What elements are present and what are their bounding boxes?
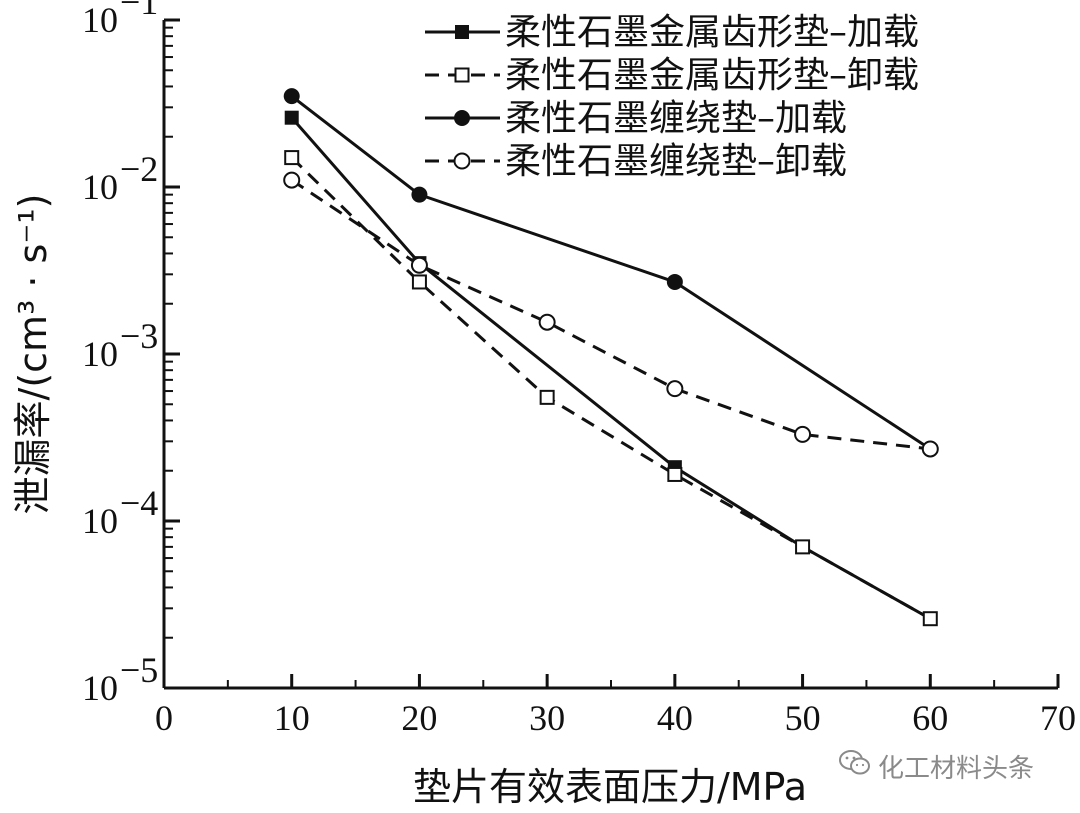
data-point	[666, 380, 684, 398]
x-tick-label: 50	[785, 698, 821, 738]
data-point	[667, 466, 683, 482]
wechat-icon	[838, 749, 872, 784]
x-tick-label: 60	[912, 698, 948, 738]
series-line	[290, 156, 932, 621]
legend-marker	[454, 110, 470, 126]
legend-entry: 柔性石墨金属齿形垫–卸载	[425, 55, 919, 96]
series-line	[290, 94, 932, 451]
data-point	[283, 88, 300, 105]
data-point	[666, 273, 683, 290]
series-line	[290, 178, 931, 451]
data-point	[922, 611, 938, 627]
legend-label: 柔性石墨金属齿形垫–卸载	[505, 55, 919, 96]
y-tick-exponent: −1	[120, 0, 158, 22]
y-ticks: 10−510−410−310−210−1	[82, 0, 180, 708]
y-tick-base: 10	[82, 167, 118, 207]
y-tick-label: 10 −4	[82, 483, 158, 541]
data-point	[538, 313, 556, 331]
series-line	[290, 116, 932, 621]
legend-label: 柔性石墨缠绕垫–卸载	[505, 141, 847, 182]
y-tick-label: 10 −3	[82, 316, 158, 374]
x-tick-label: 40	[657, 698, 693, 738]
y-tick-base: 10	[82, 334, 118, 374]
data-point	[410, 256, 428, 274]
legend-marker	[453, 152, 471, 170]
legend-marker	[454, 67, 470, 83]
watermark: 化工材料头条	[838, 748, 1034, 785]
data-point	[283, 171, 301, 189]
y-axis-title: 泄漏率/(cm³ · s⁻¹)	[11, 194, 55, 515]
legend-entry: 柔性石墨缠绕垫–卸载	[425, 141, 847, 182]
data-point	[921, 440, 939, 458]
y-tick-label: 10 −1	[82, 0, 158, 40]
data-point	[284, 150, 300, 166]
y-tick-exponent: −4	[120, 483, 158, 523]
data-point	[284, 110, 299, 125]
y-tick-base: 10	[82, 501, 118, 541]
y-tick-base: 10	[82, 0, 118, 40]
x-tick-label: 30	[529, 698, 565, 738]
x-ticks: 0 10 20 30 40 50 60 70	[155, 674, 1076, 738]
data-point	[795, 539, 811, 555]
series-4	[283, 171, 939, 458]
x-tick-label: 10	[274, 698, 310, 738]
watermark-text: 化工材料头条	[878, 754, 1035, 784]
y-tick-exponent: −5	[120, 650, 158, 690]
data-point	[411, 186, 428, 203]
legend-marker	[455, 25, 469, 39]
y-tick-label: 10 −2	[82, 149, 158, 207]
legend-label: 柔性石墨金属齿形垫–加载	[505, 12, 919, 53]
series-layer	[283, 88, 939, 627]
x-tick-label: 70	[1040, 698, 1076, 738]
y-tick-base: 10	[82, 668, 118, 708]
data-point	[794, 425, 812, 443]
legend-entry: 柔性石墨缠绕垫–加载	[425, 98, 847, 139]
x-tick-label: 20	[401, 698, 437, 738]
legend: 柔性石墨金属齿形垫–加载柔性石墨金属齿形垫–卸载柔性石墨缠绕垫–加载柔性石墨缠绕…	[425, 12, 919, 182]
y-tick-label: 10 −5	[82, 650, 158, 708]
data-point	[539, 389, 555, 405]
y-tick-exponent: −3	[120, 316, 158, 356]
x-axis-title: 垫片有效表面压力/MPa	[413, 765, 807, 809]
series-2	[284, 150, 938, 627]
legend-label: 柔性石墨缠绕垫–加载	[505, 98, 847, 139]
y-tick-exponent: −2	[120, 149, 158, 189]
x-tick-label: 0	[155, 698, 173, 738]
data-point	[411, 274, 427, 290]
series-1	[284, 110, 938, 626]
legend-entry: 柔性石墨金属齿形垫–加载	[425, 12, 919, 53]
